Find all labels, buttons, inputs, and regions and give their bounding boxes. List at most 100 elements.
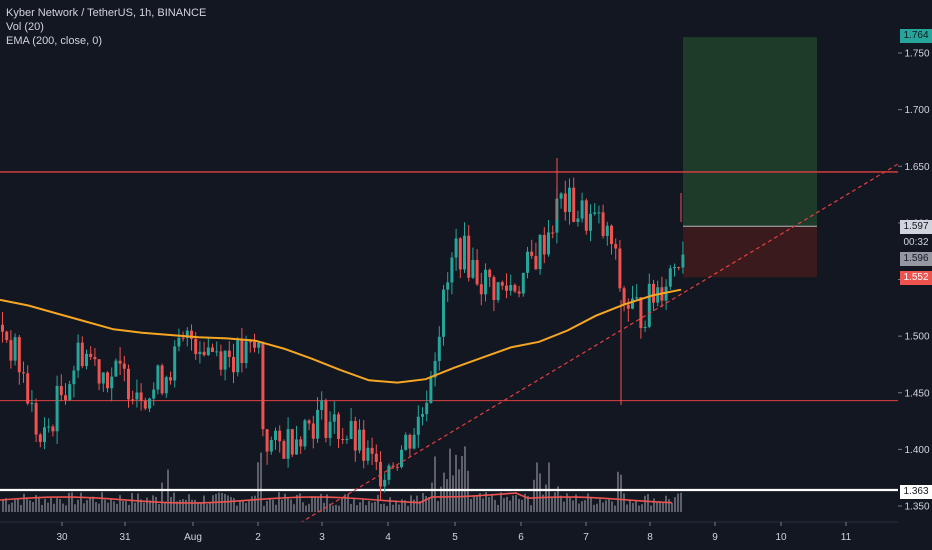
candle-body — [370, 447, 374, 454]
candle-body — [59, 385, 63, 396]
candle-body — [463, 235, 466, 270]
time-tick-label: 7 — [583, 532, 589, 543]
volume-bar — [314, 496, 316, 512]
symbol-label[interactable]: Kyber Network / TetherUS, 1h, BINANCE — [6, 7, 207, 19]
candle-body — [43, 427, 46, 442]
volume-bar — [377, 494, 379, 512]
candle-body — [30, 403, 34, 405]
time-axis[interactable] — [0, 522, 932, 550]
candle-body — [51, 426, 55, 432]
volume-bar — [407, 505, 409, 512]
volume-bar — [83, 503, 85, 512]
volume-bar — [23, 493, 25, 512]
volume-bar — [182, 499, 184, 512]
candle-body — [97, 359, 101, 384]
candle-body — [261, 342, 265, 430]
volume-bar — [275, 504, 277, 512]
candle-body — [677, 267, 681, 269]
stop-zone[interactable] — [683, 226, 817, 278]
price-tick-label: 1.400 — [904, 445, 929, 456]
volume-bar — [437, 501, 439, 512]
candle-body — [173, 346, 177, 381]
volume-bar — [413, 499, 415, 512]
candle-body — [500, 282, 504, 286]
candle-body — [538, 234, 542, 270]
target-zone[interactable] — [683, 37, 817, 227]
volume-bar — [350, 503, 352, 512]
volume-bar — [476, 494, 478, 512]
volume-bar — [365, 505, 367, 512]
candle-body — [454, 238, 458, 258]
candle-body — [349, 420, 353, 440]
volume-bar — [155, 496, 157, 512]
time-tick-label: 6 — [518, 532, 524, 543]
candle-body — [85, 353, 88, 367]
volume-bar — [326, 494, 328, 512]
time-tick-label: 4 — [385, 532, 391, 543]
volume-bar — [56, 498, 58, 512]
ema-line[interactable] — [0, 288, 682, 384]
candle-body — [257, 342, 261, 348]
volume-bar — [206, 504, 208, 512]
trend-line[interactable] — [299, 163, 899, 524]
volume-bar — [461, 456, 463, 512]
volume-bar — [647, 494, 649, 512]
volume-bar — [161, 482, 163, 512]
candle-body — [559, 193, 563, 199]
volume-bar — [224, 493, 226, 512]
volume-bar — [263, 505, 265, 512]
volume-bar — [569, 497, 571, 512]
volume-bar — [506, 496, 508, 512]
volume-bar — [482, 498, 484, 512]
candle-body — [248, 341, 252, 343]
candle-body — [433, 360, 437, 378]
price-tick-label: 1.750 — [904, 49, 929, 60]
candle-body — [89, 353, 93, 358]
price-tick-label: 1.350 — [904, 502, 929, 513]
volume-bar — [341, 498, 343, 512]
volume-bar — [332, 505, 334, 512]
candle-body — [450, 257, 454, 283]
volume-bar — [521, 499, 523, 512]
candle-body — [9, 340, 13, 361]
volume-bar — [14, 499, 16, 512]
volume-bar — [653, 498, 655, 512]
volume-indicator-label[interactable]: Vol (20) — [6, 21, 44, 33]
candle-body — [80, 342, 84, 367]
candle-body — [479, 284, 483, 295]
candle-body — [437, 336, 441, 361]
time-tick-label: 11 — [841, 532, 852, 543]
candle-body — [55, 385, 59, 432]
volume-bar — [392, 504, 394, 512]
volume-bar — [8, 504, 10, 512]
volume-bar — [548, 462, 550, 512]
volume-bar — [29, 500, 31, 512]
candle-body — [164, 377, 168, 394]
volume-bar — [680, 492, 682, 512]
candle-body — [122, 363, 126, 369]
volume-bar — [158, 504, 160, 512]
volume-bar — [266, 500, 268, 512]
volume-bar — [596, 503, 598, 512]
ema-indicator-label[interactable]: EMA (200, close, 0) — [6, 35, 102, 47]
volume-bar — [665, 495, 667, 512]
candle-body — [568, 187, 571, 212]
volume-bar — [254, 495, 256, 512]
candle-body — [282, 441, 286, 459]
candle-body — [505, 285, 508, 291]
volume-bar — [467, 470, 469, 512]
volume-bar — [185, 499, 187, 512]
candle-body — [551, 232, 555, 234]
candle-body — [416, 416, 420, 435]
volume-bar — [539, 473, 541, 512]
candle-body — [631, 298, 634, 309]
countdown-label: 00:32 — [903, 237, 929, 248]
volume-bar — [359, 502, 361, 512]
volume-bar — [587, 493, 589, 512]
candle-body — [597, 212, 601, 214]
volume-bar — [278, 492, 280, 512]
candle-body — [534, 255, 538, 270]
volume-bar — [449, 448, 451, 512]
volume-bar — [134, 502, 136, 512]
